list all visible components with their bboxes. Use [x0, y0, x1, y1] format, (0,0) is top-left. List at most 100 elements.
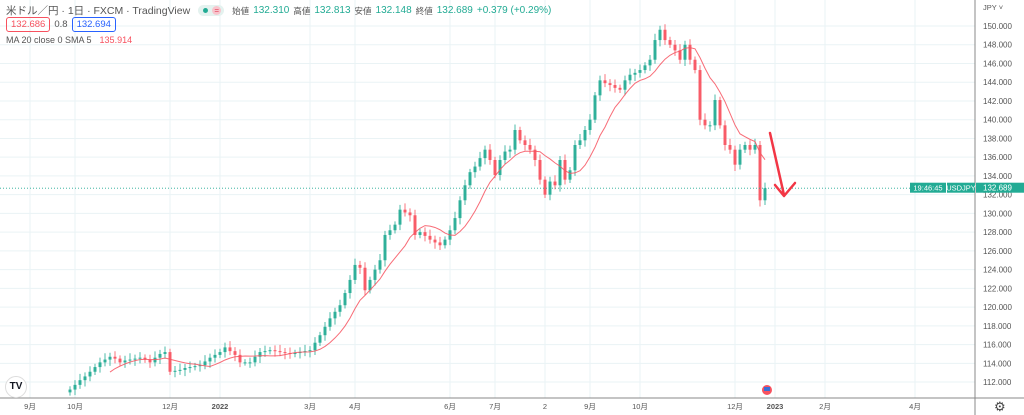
candle-body: [438, 242, 442, 246]
x-tick-label: 2023: [767, 402, 784, 411]
sell-button[interactable]: 132.686: [6, 17, 51, 32]
candle-body: [168, 352, 172, 372]
countdown-label-bg: [910, 182, 946, 193]
candle-body: [553, 181, 557, 186]
candle-body: [498, 159, 502, 175]
candle-body: [338, 305, 342, 312]
candle-body: [353, 264, 357, 280]
y-tick-label: 116.000: [983, 341, 1012, 350]
candle-body: [228, 347, 232, 352]
candle-body: [663, 29, 667, 41]
candle-body: [673, 44, 677, 51]
y-tick-label: 122.000: [983, 284, 1012, 293]
candle-body: [313, 342, 317, 351]
candle-body: [213, 354, 217, 358]
candle-body: [543, 179, 547, 195]
candle-body: [223, 347, 227, 353]
status-indicators[interactable]: =: [198, 5, 225, 16]
candle-body: [238, 354, 242, 363]
candle-body: [598, 80, 602, 96]
candle-body: [103, 359, 107, 363]
candle-body: [188, 367, 192, 369]
candle-body: [703, 119, 707, 126]
y-tick-label: 132.000: [983, 191, 1012, 200]
candle-body: [163, 352, 167, 354]
y-tick-label: 142.000: [983, 97, 1012, 106]
candle-body: [453, 218, 457, 231]
open-label: 始値: [232, 5, 250, 16]
candle-body: [318, 335, 322, 343]
candle-body: [413, 215, 417, 235]
candle-body: [458, 200, 462, 219]
candle-body: [263, 351, 267, 353]
candle-body: [628, 74, 632, 81]
y-tick-label: 128.000: [983, 228, 1012, 237]
candle-body: [678, 50, 682, 60]
trade-buttons: 132.686 0.8 132.694: [6, 17, 116, 32]
candle-body: [433, 239, 437, 243]
candle-body: [423, 232, 427, 236]
candle-body: [403, 209, 407, 213]
symbol-tag: USDJPY: [946, 184, 976, 193]
candle-body: [418, 232, 422, 235]
candle-body: [753, 144, 757, 150]
candle-body: [513, 130, 517, 150]
y-tick-label: 148.000: [983, 41, 1012, 50]
candle-body: [98, 362, 102, 368]
market-open-icon: [203, 8, 209, 13]
buy-button[interactable]: 132.694: [71, 17, 116, 32]
spread: 0.8: [54, 19, 68, 30]
candle-body: [198, 365, 202, 367]
candle-body: [668, 40, 672, 45]
candle-body: [643, 65, 647, 71]
candle-body: [583, 130, 587, 141]
candle-body: [733, 149, 737, 165]
x-tick-label: 4月: [909, 402, 921, 411]
candle-body: [258, 352, 262, 357]
x-tick-label: 12月: [162, 402, 178, 411]
x-tick-label: 9月: [584, 402, 596, 411]
candle-body: [278, 351, 282, 353]
x-tick-label: 12月: [727, 402, 743, 411]
indicator-name: MA 20 close 0 SMA 5: [6, 35, 92, 45]
candle-body: [693, 59, 697, 71]
y-tick-label: 138.000: [983, 134, 1012, 143]
candle-body: [148, 359, 152, 363]
x-tick-label: 9月: [24, 402, 36, 411]
candle-body: [408, 212, 412, 216]
symbol-tag-bg: [947, 182, 975, 193]
y-tick-label: 120.000: [983, 303, 1012, 312]
gear-icon[interactable]: ⚙: [994, 399, 1006, 414]
candle-body: [558, 159, 562, 186]
candle-body: [648, 59, 652, 66]
y-tick-label: 140.000: [983, 116, 1012, 125]
candle-body: [393, 224, 397, 231]
y-tick-label: 134.000: [983, 172, 1012, 181]
candle-body: [528, 144, 532, 150]
candle-body: [633, 72, 637, 75]
symbol-title[interactable]: 米ドル／円 · 1日 · FXCM · TradingView: [6, 5, 191, 17]
x-tick-label: 6月: [444, 402, 456, 411]
down-arrow-drawing[interactable]: [768, 131, 797, 198]
candle-body: [253, 356, 257, 363]
currency-selector[interactable]: JPY ˅: [983, 3, 1003, 12]
open-value: 132.310: [253, 5, 290, 16]
y-tick-label: 124.000: [983, 266, 1012, 275]
last-price-label-bg: [976, 182, 1024, 193]
candle-body: [708, 125, 712, 127]
candle-body: [78, 380, 82, 385]
y-tick-label: 150.000: [983, 22, 1012, 31]
low-value: 132.148: [375, 5, 412, 16]
x-tick-label: 10月: [632, 402, 648, 411]
tradingview-logo[interactable]: TV: [5, 376, 27, 398]
y-tick-label: 126.000: [983, 247, 1012, 256]
candle-body: [613, 85, 617, 88]
candle-body: [473, 166, 477, 173]
candle-body: [683, 44, 687, 60]
high-label: 高値: [293, 5, 311, 16]
x-tick-label: 3月: [304, 402, 316, 411]
candle-body: [523, 140, 527, 145]
candle-body: [578, 140, 582, 145]
indicator-legend[interactable]: MA 20 close 0 SMA 5 135.914: [6, 35, 132, 45]
